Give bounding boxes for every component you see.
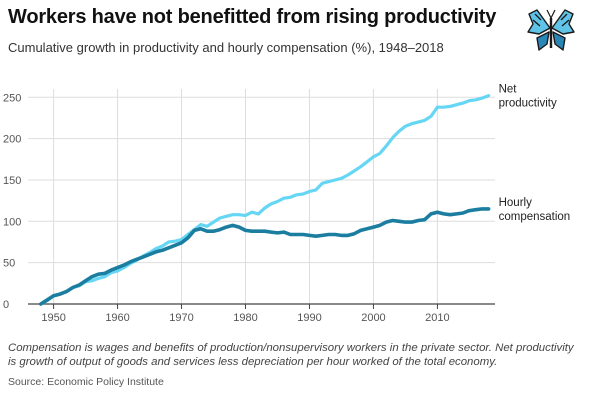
productivity-line <box>39 94 491 306</box>
y-tick-label: 200 <box>3 134 21 146</box>
y-tick-label: 250 <box>3 92 21 104</box>
series-lines <box>39 94 491 306</box>
series-labels: Net productivity Hourly compensation <box>499 84 571 223</box>
x-tick-label: 1950 <box>41 312 65 324</box>
grid-lines <box>28 89 495 305</box>
x-tick-label: 1970 <box>169 312 193 324</box>
y-tick-label: 50 <box>3 258 15 270</box>
y-tick-label: 150 <box>3 175 21 187</box>
y-tick-label: 100 <box>3 216 21 228</box>
x-tick-label: 1980 <box>233 312 257 324</box>
compensation-label: Hourly <box>499 197 532 209</box>
chart-note: Compensation is wages and benefits of pr… <box>8 342 574 368</box>
productivity-label: Net <box>499 84 518 96</box>
chart-subtitle: Cumulative growth in productivity and ho… <box>8 40 444 55</box>
compensation-label: compensation <box>499 211 571 223</box>
x-tick-label: 1990 <box>297 312 321 324</box>
y-axis-ticks: 0 50 100 150 200 250 <box>3 92 21 311</box>
chart-source: Source: Economic Policy Institute <box>8 376 164 388</box>
x-axis-ticks: 1950 1960 1970 1980 1990 2000 2010 <box>41 304 450 324</box>
productivity-label: productivity <box>499 98 557 110</box>
x-tick-label: 2010 <box>425 312 449 324</box>
x-tick-label: 1960 <box>105 312 129 324</box>
butterfly-icon <box>527 9 575 51</box>
compensation-line <box>39 207 491 306</box>
x-tick-label: 2000 <box>361 312 385 324</box>
chart-title: Workers have not benefitted from rising … <box>8 6 497 28</box>
line-chart: 0 50 100 150 200 250 1950 1960 1970 1980 1990 2000… <box>3 84 571 324</box>
y-tick-label: 0 <box>3 299 9 311</box>
